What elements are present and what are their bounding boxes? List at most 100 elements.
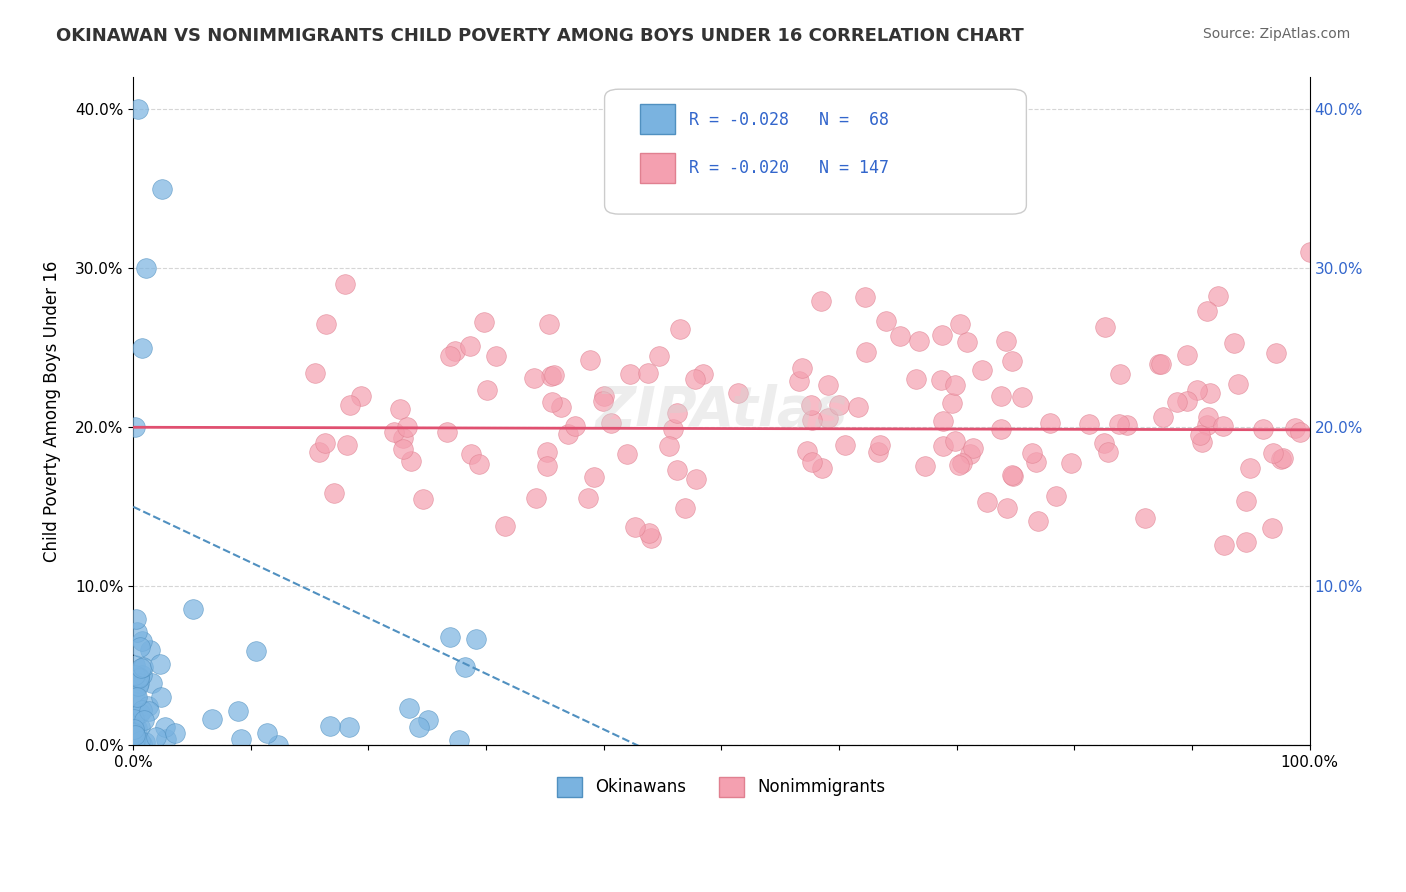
Point: [124, 691, 146, 706]
Point: [790, 361, 813, 376]
Text: Source: ZipAtlas.com: Source: ZipAtlas.com: [1202, 27, 1350, 41]
Point: [869, 437, 891, 451]
Point: [810, 461, 832, 475]
Point: [943, 378, 966, 392]
Point: [1195, 418, 1218, 433]
Point: [1026, 514, 1049, 528]
Point: [550, 400, 572, 414]
Point: [1152, 410, 1174, 425]
Point: [1199, 385, 1222, 400]
Point: [1108, 417, 1130, 432]
Point: [485, 349, 508, 363]
Point: [165, 726, 187, 740]
Point: [1271, 450, 1294, 465]
Point: [800, 398, 823, 412]
Point: [181, 601, 204, 615]
Point: [1261, 521, 1284, 535]
Point: [335, 438, 357, 452]
Point: [801, 413, 824, 427]
Point: [1024, 455, 1046, 469]
Point: [692, 368, 714, 382]
Point: [382, 425, 405, 440]
Point: [153, 720, 176, 734]
Text: R = -0.020   N = 147: R = -0.020 N = 147: [689, 159, 889, 177]
Point: [1011, 390, 1033, 404]
Point: [1060, 456, 1083, 470]
Point: [454, 659, 477, 673]
Point: [494, 519, 516, 533]
Point: [399, 454, 422, 468]
Point: [990, 422, 1012, 436]
Point: [416, 713, 439, 727]
Point: [150, 182, 173, 196]
Point: [125, 690, 148, 705]
Point: [929, 373, 952, 387]
Point: [828, 398, 851, 412]
Point: [592, 394, 614, 409]
Point: [124, 420, 146, 434]
Point: [131, 703, 153, 717]
Point: [524, 491, 547, 505]
Point: [124, 732, 146, 747]
Point: [538, 317, 561, 331]
Point: [666, 463, 689, 477]
Point: [662, 422, 685, 436]
Point: [138, 705, 160, 719]
Point: [579, 352, 602, 367]
Point: [1000, 354, 1022, 368]
Point: [543, 368, 565, 382]
Point: [129, 719, 152, 733]
Point: [139, 643, 162, 657]
Point: [124, 668, 146, 682]
Point: [1270, 451, 1292, 466]
Point: [150, 690, 173, 704]
Point: [412, 491, 434, 506]
Point: [683, 371, 706, 385]
Point: [323, 485, 346, 500]
Point: [131, 668, 153, 682]
Point: [1288, 425, 1310, 439]
Point: [1166, 395, 1188, 409]
Point: [333, 277, 356, 292]
Point: [464, 632, 486, 646]
Point: [128, 734, 150, 748]
Point: [658, 439, 681, 453]
Point: [1197, 410, 1219, 425]
Point: [817, 411, 839, 425]
Point: [1147, 357, 1170, 371]
Point: [990, 389, 1012, 403]
Point: [564, 419, 586, 434]
Point: [523, 371, 546, 385]
Point: [1021, 446, 1043, 460]
Point: [1284, 421, 1306, 435]
Point: [1253, 422, 1275, 436]
Point: [948, 458, 970, 472]
Point: [619, 368, 641, 382]
Point: [135, 261, 157, 276]
Point: [155, 732, 177, 747]
Point: [408, 720, 430, 734]
Point: [131, 737, 153, 751]
Point: [941, 396, 963, 410]
Point: [304, 366, 326, 380]
Point: [468, 457, 491, 471]
Point: [787, 375, 810, 389]
Point: [1239, 460, 1261, 475]
Point: [124, 735, 146, 749]
Point: [134, 734, 156, 748]
Point: [540, 395, 562, 409]
Point: [648, 349, 671, 363]
Point: [931, 328, 953, 343]
Point: [124, 728, 146, 742]
Point: [846, 401, 869, 415]
Point: [308, 445, 330, 459]
Point: [995, 501, 1018, 516]
Point: [125, 732, 148, 747]
Point: [536, 444, 558, 458]
Point: [129, 660, 152, 674]
Point: [994, 334, 1017, 348]
Point: [1175, 348, 1198, 362]
Point: [122, 737, 145, 751]
Point: [593, 389, 616, 403]
Point: [1133, 511, 1156, 525]
